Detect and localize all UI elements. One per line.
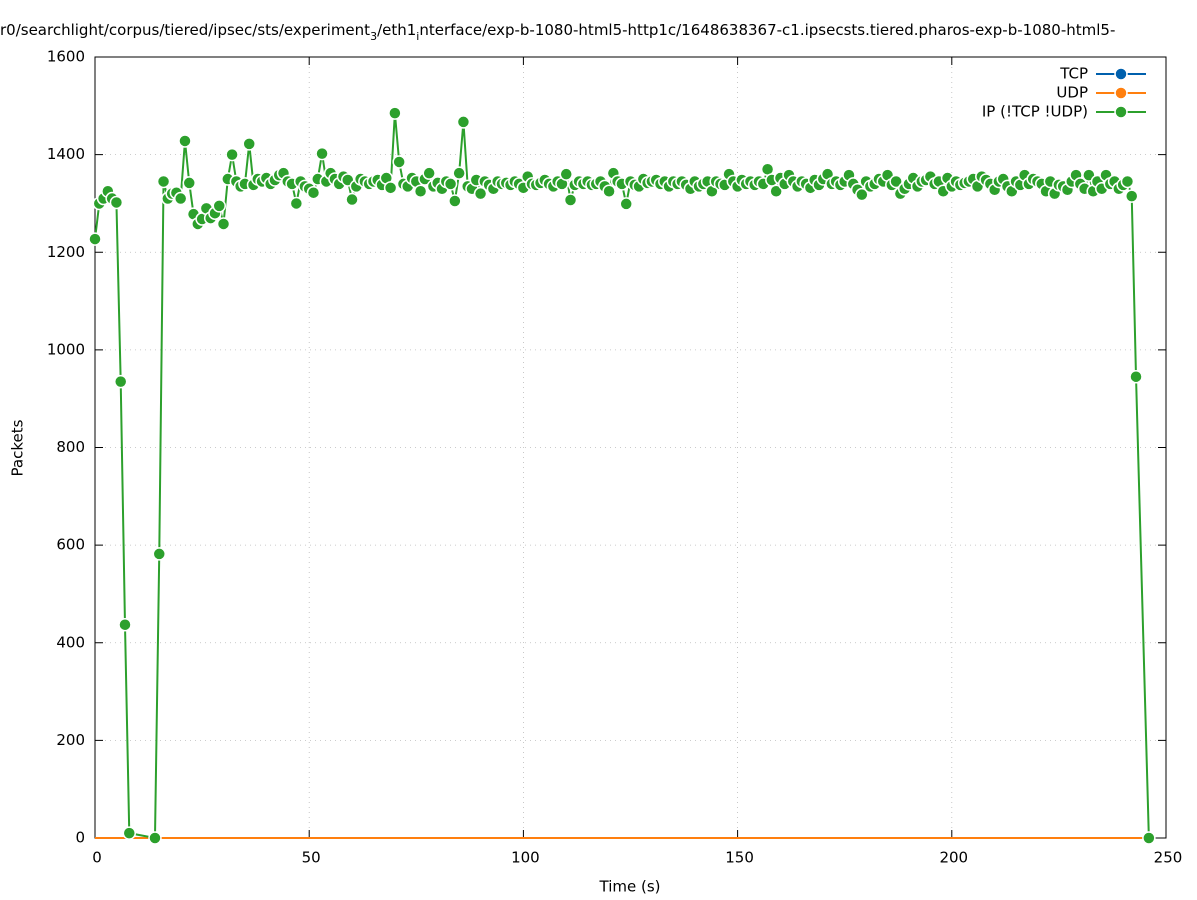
data-point (152, 547, 167, 561)
x-tick-label: 0 (92, 849, 102, 867)
data-point (212, 199, 226, 213)
data-point (173, 191, 188, 206)
y-axis-label: Packets (9, 419, 27, 476)
data-point (306, 185, 321, 200)
data-point (1124, 189, 1139, 203)
data-point (88, 232, 102, 246)
data-point (855, 187, 869, 202)
x-tick-label: 50 (302, 849, 321, 867)
data-point (156, 174, 171, 189)
x-tick-label: 150 (725, 849, 754, 867)
x-tick-label: 100 (511, 849, 540, 867)
series-line (95, 113, 1150, 839)
data-point (216, 217, 231, 231)
data-point (148, 831, 162, 845)
legend-swatch (1114, 86, 1128, 100)
data-point (392, 155, 406, 169)
legend-swatch (1114, 67, 1128, 81)
y-tick-label: 800 (56, 438, 85, 456)
data-point (889, 174, 903, 189)
data-point (559, 167, 573, 181)
data-point (769, 184, 783, 198)
y-tick-label: 1200 (47, 243, 85, 261)
legend-label: IP (!TCP !UDP) (982, 103, 1088, 121)
data-point (452, 166, 466, 180)
data-point (182, 176, 196, 190)
data-point (473, 186, 488, 201)
data-point (178, 134, 192, 148)
title-segment: r0/searchlight/corpus/tiered/ipsec/sts/e… (0, 21, 370, 39)
y-tick-label: 600 (56, 536, 85, 554)
title-segment: nterface/exp-b-1080-html5-http1c/1648638… (419, 21, 1115, 39)
data-point (388, 106, 402, 120)
y-tick-label: 0 (75, 829, 85, 847)
data-point (289, 196, 304, 211)
data-point (109, 195, 124, 210)
data-point (422, 166, 436, 180)
data-point (315, 146, 329, 161)
data-point (563, 193, 578, 207)
y-tick-label: 400 (56, 633, 85, 651)
x-tick-label: 200 (939, 849, 968, 867)
data-point (242, 137, 256, 151)
data-point (345, 192, 359, 207)
legend-swatch (1114, 105, 1128, 119)
data-point (448, 194, 462, 208)
chart-title: r0/searchlight/corpus/tiered/ipsec/sts/e… (0, 21, 1115, 43)
title-segment: i (416, 30, 419, 43)
x-axis-label: Time (s) (599, 878, 661, 896)
data-point (443, 177, 458, 191)
data-point (122, 826, 137, 840)
legend-label: UDP (1056, 84, 1088, 102)
title-segment: 3 (370, 30, 377, 43)
data-point (118, 617, 132, 632)
data-point (225, 147, 239, 162)
legend-label: TCP (1059, 65, 1088, 83)
x-tick-label: 250 (1154, 849, 1183, 867)
data-point (619, 197, 633, 211)
data-point (413, 184, 428, 198)
data-point (113, 374, 128, 389)
data-point (1142, 831, 1156, 845)
y-tick-label: 1000 (47, 340, 85, 358)
data-point (1120, 174, 1135, 189)
title-segment: /eth1 (377, 21, 416, 39)
data-point (602, 184, 616, 198)
data-point (383, 181, 398, 195)
y-tick-label: 1600 (47, 48, 85, 66)
data-point (456, 115, 471, 129)
y-tick-label: 1400 (47, 145, 85, 163)
y-tick-label: 200 (56, 731, 85, 749)
data-point (1129, 369, 1143, 384)
